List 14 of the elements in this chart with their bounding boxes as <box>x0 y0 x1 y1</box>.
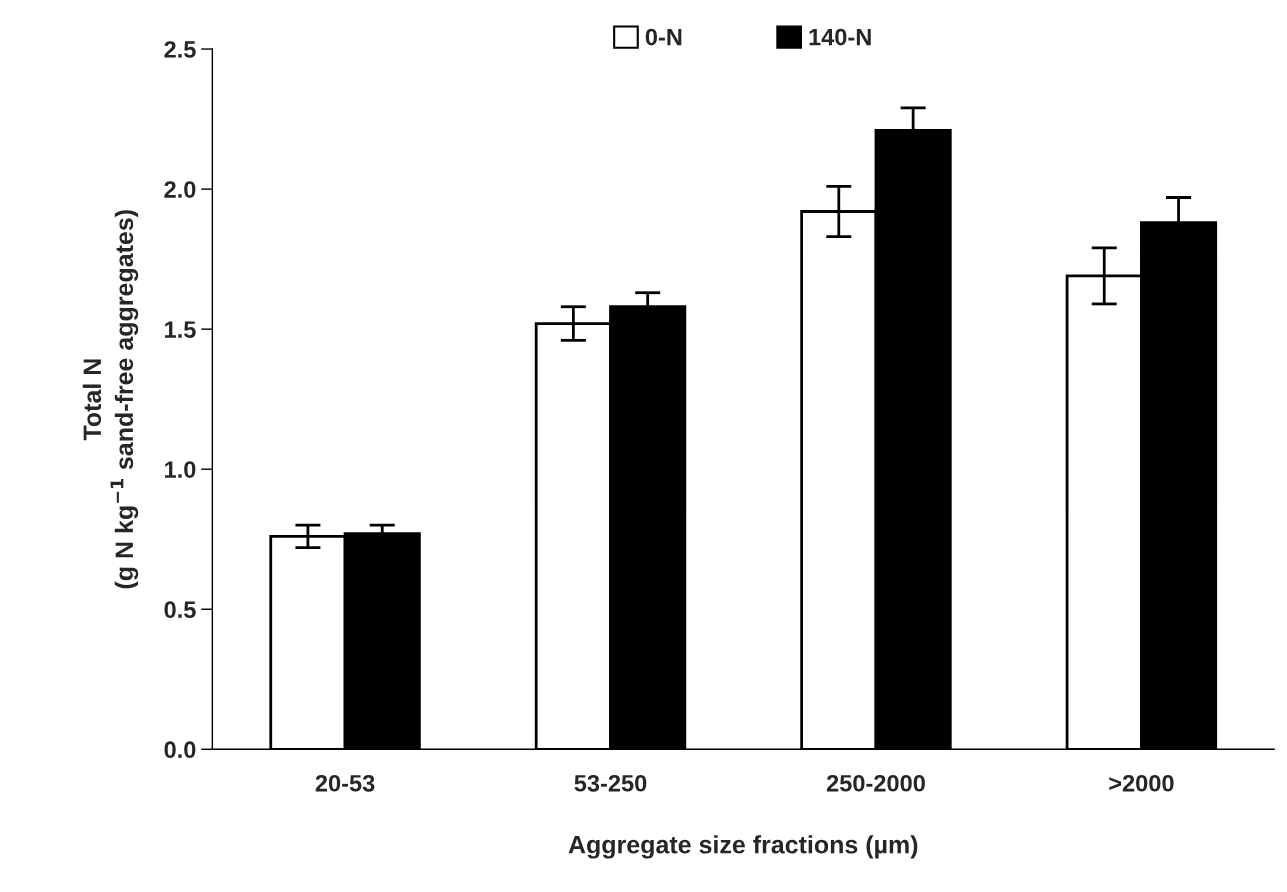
y-tick-label: 1.0 <box>165 461 196 478</box>
legend-label: 0-N <box>645 28 682 46</box>
y-tick-label: 1.5 <box>165 321 196 338</box>
x-axis-title: Aggregate size fractions (µm) <box>568 835 918 859</box>
y-tick-label: 2.5 <box>164 41 196 58</box>
x-tick-label: 250-2000 <box>826 774 925 792</box>
x-tick-label: 53-250 <box>574 774 647 792</box>
y-tick-label: 0.5 <box>164 601 196 619</box>
y-tick-label: 2.0 <box>164 181 196 198</box>
text: Total N (g N kg$^{−1}$ sand-free aggregates) <box>82 210 139 589</box>
y-tick-label: 0.0 <box>164 741 196 759</box>
x-tick-label: >2000 <box>1109 774 1174 792</box>
x-tick-label: 20-53 <box>315 774 375 792</box>
legend-label: 140-N <box>809 28 871 46</box>
